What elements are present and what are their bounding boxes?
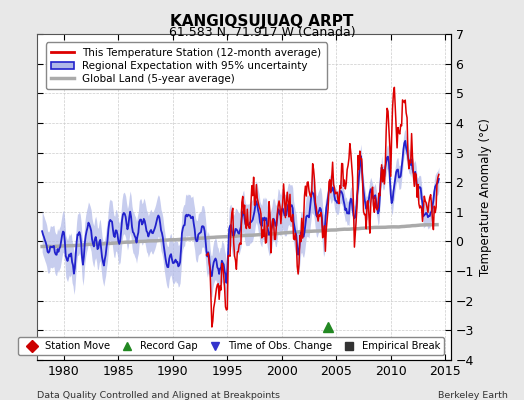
Legend: Station Move, Record Gap, Time of Obs. Change, Empirical Break: Station Move, Record Gap, Time of Obs. C…: [18, 337, 444, 355]
Text: Berkeley Earth: Berkeley Earth: [439, 391, 508, 400]
Text: KANGIQSUJUAQ ARPT: KANGIQSUJUAQ ARPT: [170, 14, 354, 29]
Y-axis label: Temperature Anomaly (°C): Temperature Anomaly (°C): [479, 118, 493, 276]
Text: 61.583 N, 71.917 W (Canada): 61.583 N, 71.917 W (Canada): [169, 26, 355, 39]
Text: Data Quality Controlled and Aligned at Breakpoints: Data Quality Controlled and Aligned at B…: [37, 391, 280, 400]
